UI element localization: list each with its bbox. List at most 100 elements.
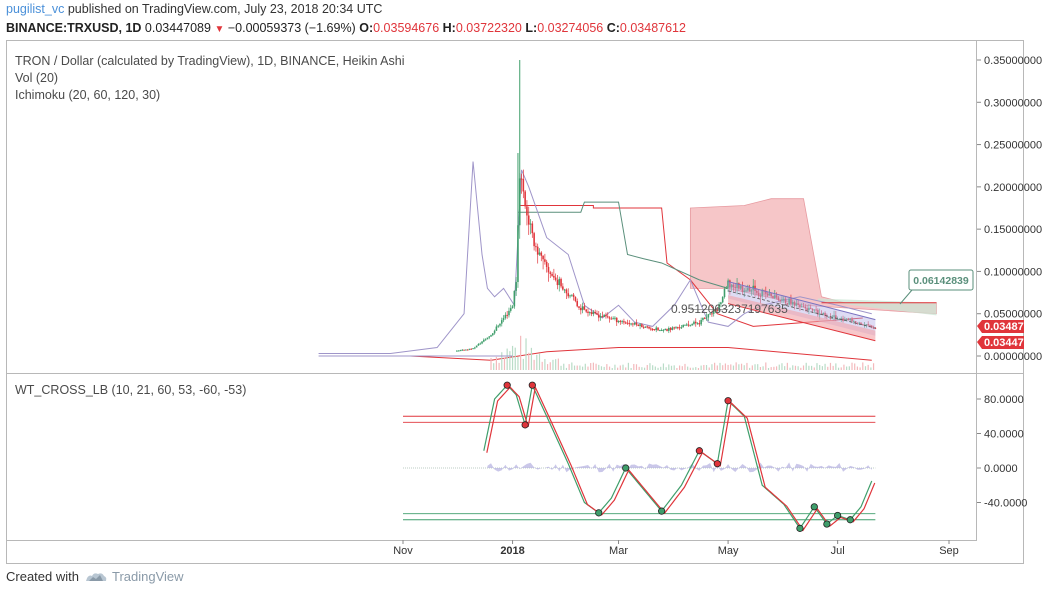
candle-body	[779, 300, 781, 302]
volume-bar	[687, 366, 689, 370]
candle-body	[465, 349, 467, 351]
volume-bar	[649, 363, 651, 370]
candle-body	[624, 322, 627, 324]
candle-body	[504, 314, 507, 319]
down-arrow-icon: ▼	[214, 24, 225, 35]
volume-bar	[530, 347, 533, 370]
volume-bar	[862, 362, 864, 370]
candle-body	[660, 330, 663, 332]
volume-bar	[541, 361, 543, 370]
volume-bar	[724, 363, 726, 370]
candle-body	[673, 327, 676, 329]
tradingview-logo-icon	[85, 572, 107, 581]
candle-body	[486, 337, 489, 340]
price-tick-label: 0.05000000	[984, 309, 1042, 321]
candle-body	[551, 273, 553, 276]
candle-body	[562, 286, 564, 290]
candle-body	[596, 313, 598, 315]
candle-body	[461, 349, 464, 351]
candle-body	[860, 322, 862, 325]
volume-bar	[716, 365, 718, 370]
candle-body	[630, 323, 632, 325]
time-tick-label: May	[718, 545, 739, 557]
volume-bar	[643, 367, 646, 370]
candle-body	[499, 323, 501, 326]
candle-body	[637, 324, 640, 326]
volume-bar	[714, 362, 716, 370]
volume-bar	[775, 366, 778, 370]
candle-body	[824, 312, 826, 316]
close-price-tag-value: 0.03487612	[984, 321, 1042, 333]
volume-bar	[848, 366, 850, 370]
candle-body	[772, 296, 774, 299]
candle-body	[493, 330, 496, 334]
volume-bar	[665, 367, 667, 370]
candle-body	[813, 309, 816, 311]
volume-bar	[813, 367, 815, 370]
open-label: O:	[359, 21, 374, 35]
candle-body	[650, 328, 652, 330]
wt-cross-dot	[823, 520, 831, 528]
volume-bar	[652, 365, 654, 370]
candle-body	[628, 323, 631, 325]
candle-body	[716, 309, 719, 311]
candle-body	[632, 323, 634, 325]
wt1-line	[483, 383, 873, 530]
candle-body	[590, 312, 593, 315]
candle-body	[508, 310, 510, 316]
volume-bar	[582, 366, 584, 370]
candle-body	[648, 326, 650, 329]
candle-body	[588, 312, 591, 314]
volume-bar	[819, 364, 821, 370]
projection-tag[interactable]: 0.06142839	[899, 269, 974, 305]
volume-bar	[635, 364, 638, 370]
candle-body	[565, 289, 568, 294]
candle-body	[687, 324, 690, 326]
volume-bar	[864, 366, 867, 370]
candle-body	[488, 336, 491, 338]
candle-body	[748, 287, 751, 292]
candle-body	[585, 309, 587, 312]
volume-bar	[490, 357, 492, 370]
candle-body	[826, 315, 828, 317]
tradingview-link[interactable]: TradingView	[85, 569, 184, 584]
volume-bar	[641, 367, 643, 370]
volume-bar	[856, 366, 859, 370]
volume-bar	[522, 358, 524, 370]
osc-tick-label: 80.0000	[984, 394, 1024, 406]
oscillator-legend: WT_CROSS_LB (10, 21, 60, 53, -60, -53)	[15, 383, 246, 397]
wt2-line	[486, 385, 876, 532]
candle-body	[592, 311, 595, 315]
volume-bar	[859, 367, 861, 370]
candle-body	[869, 325, 871, 327]
volume-bar	[705, 365, 708, 370]
candle-body	[621, 321, 623, 323]
volume-bar	[689, 367, 691, 370]
volume-bar	[670, 365, 673, 370]
candle-body	[773, 295, 776, 299]
candle-body	[597, 314, 600, 318]
candle-body	[777, 297, 780, 301]
candle-body	[725, 287, 728, 289]
candle-body	[500, 320, 503, 324]
candle-body	[809, 307, 812, 309]
close-price-tag: 0.03487612	[977, 320, 1042, 333]
main-legend: TRON / Dollar (calculated by TradingView…	[15, 54, 405, 68]
volume-bar	[802, 365, 805, 370]
volume-bar	[565, 367, 568, 370]
candle-body	[743, 290, 746, 293]
candle-body	[603, 314, 605, 317]
volume-bar	[506, 348, 508, 370]
volume-bar	[573, 365, 576, 370]
volume-bar	[821, 366, 823, 370]
volume-bar	[840, 367, 842, 370]
volume-bar	[811, 365, 813, 370]
volume-bar	[617, 367, 619, 370]
candle-body	[761, 290, 764, 297]
author-link[interactable]: pugilist_vc	[6, 2, 65, 16]
candle-body	[793, 302, 796, 306]
candle-body	[786, 303, 789, 305]
osc-tick-label: 40.0000	[984, 429, 1024, 441]
regression-channel-lower	[728, 295, 876, 341]
